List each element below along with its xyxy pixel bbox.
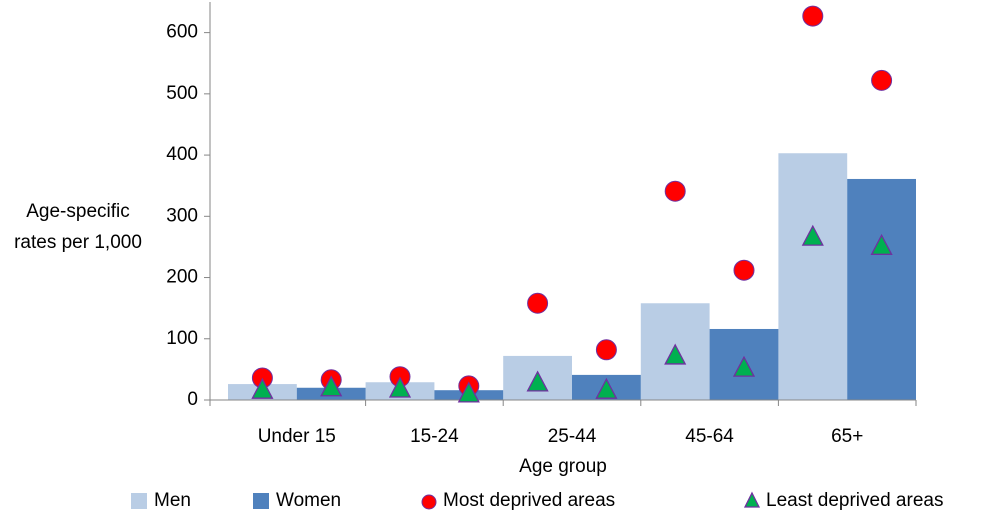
legend-label: Least deprived areas — [766, 490, 943, 511]
legend-swatch — [131, 493, 147, 509]
scatter-point — [801, 224, 824, 246]
legend-label: Women — [276, 490, 341, 511]
y-tick-label: 300 — [166, 205, 198, 226]
legend-label: Most deprived areas — [443, 490, 615, 511]
y-tick-label: 200 — [166, 267, 198, 288]
scatter-point — [527, 292, 549, 314]
scatter-point — [251, 377, 274, 399]
scatter-point — [732, 355, 756, 377]
scatter-point — [595, 377, 618, 399]
scatter-point — [870, 233, 893, 255]
x-tick-label: 15-24 — [410, 426, 459, 447]
legend-label: Men — [154, 490, 191, 511]
x-tick-label: Under 15 — [258, 426, 336, 447]
scatter-point — [388, 376, 412, 398]
scatter-point — [595, 339, 617, 361]
y-tick-label: 0 — [187, 389, 198, 410]
y-tick-label: 500 — [166, 83, 198, 104]
scatter-point — [733, 259, 755, 281]
y-tick-label: 600 — [166, 22, 198, 43]
scatter-point — [526, 370, 549, 392]
x-tick-label: 45-64 — [685, 426, 734, 447]
legend-swatch — [743, 491, 761, 508]
x-tick-label: 65+ — [831, 426, 863, 447]
bar — [778, 153, 848, 400]
y-tick-label: 400 — [166, 144, 198, 165]
y-axis-label: Age-specific rates per 1,000 — [14, 201, 142, 253]
bar — [847, 178, 916, 400]
legend-swatch — [253, 493, 269, 509]
scatter-point — [664, 343, 687, 365]
scatter-point — [457, 381, 480, 403]
legend-swatch — [421, 494, 437, 510]
y-tick-label: 100 — [166, 328, 198, 349]
scatter-point — [320, 375, 343, 397]
scatter-point — [664, 180, 686, 202]
x-axis-label: Age group — [519, 456, 607, 477]
x-tick-label: 25-44 — [548, 426, 597, 447]
scatter-point — [802, 5, 824, 27]
scatter-point — [871, 69, 893, 91]
